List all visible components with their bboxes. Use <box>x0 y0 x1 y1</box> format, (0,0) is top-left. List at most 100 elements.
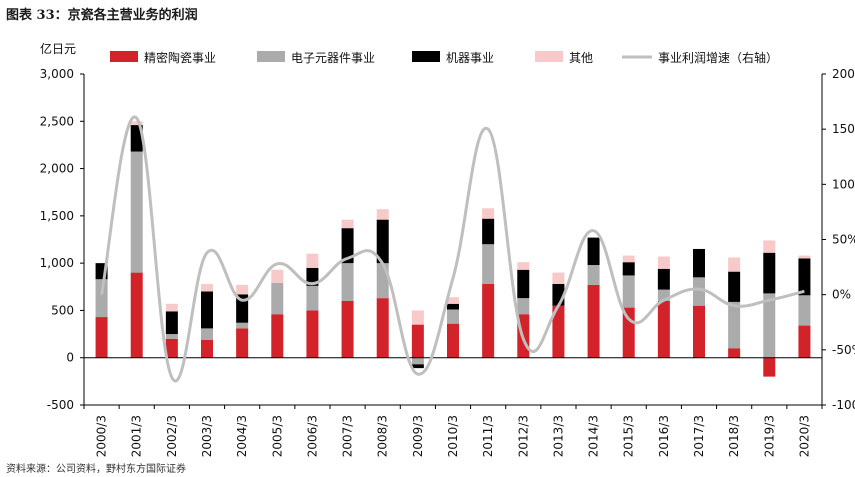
bar-ceramic <box>411 324 424 358</box>
bar-ceramic <box>552 305 565 358</box>
bar-other <box>657 256 670 269</box>
bar-ceramic <box>236 328 249 358</box>
x-axis-tick-label: 2008/3 <box>376 415 390 457</box>
bar-ceramic <box>341 300 354 358</box>
x-axis-tick-label: 2002/3 <box>165 415 179 457</box>
bar-electronic <box>622 275 635 308</box>
left-axis-tick-label: 3,000 <box>40 67 74 81</box>
bar-machine <box>587 237 600 266</box>
bar-other <box>447 297 459 304</box>
legend-label: 精密陶瓷事业 <box>144 50 216 65</box>
x-axis-tick-label: 2017/3 <box>692 415 706 457</box>
left-axis-tick-label: 2,500 <box>40 114 74 128</box>
bar-machine <box>657 268 670 290</box>
x-axis-tick-label: 2016/3 <box>657 415 671 457</box>
bar-machine <box>376 219 389 264</box>
growth-line <box>100 115 805 383</box>
bar-other <box>341 219 354 229</box>
left-axis-tick-label: -500 <box>47 398 74 412</box>
x-axis-tick-label: 2009/3 <box>411 415 425 457</box>
x-axis-tick-label: 2020/3 <box>797 415 811 457</box>
bar-machine <box>728 271 741 302</box>
x-axis-tick-label: 2001/3 <box>130 415 144 457</box>
bar-machine <box>130 125 143 152</box>
bar-ceramic <box>95 317 108 358</box>
bar-other <box>201 283 213 292</box>
bar-electronic <box>693 277 705 306</box>
bar-machine <box>798 258 811 296</box>
bar-electronic <box>517 298 530 315</box>
bar-electronic <box>798 295 811 326</box>
bar-machine <box>482 218 495 245</box>
left-axis-tick-label: 2,000 <box>40 162 74 176</box>
legend-label: 事业利润增速（右轴） <box>658 50 778 65</box>
left-axis-tick-label: 0 <box>66 351 74 365</box>
bar-electronic <box>306 285 319 311</box>
legend-swatch-machine <box>412 51 440 62</box>
x-axis-tick-label: 2011/3 <box>481 415 495 457</box>
bar-ceramic <box>728 348 741 358</box>
bar-machine <box>622 262 635 276</box>
bar-other <box>271 269 284 284</box>
bar-ceramic <box>201 339 213 358</box>
bar-ceramic <box>693 305 705 358</box>
bar-other <box>552 272 565 284</box>
bar-other <box>130 121 143 126</box>
right-axis-tick-label: 200% <box>832 67 855 81</box>
bar-electronic <box>411 357 424 365</box>
bar-other <box>482 208 495 219</box>
bar-electronic <box>341 263 354 301</box>
right-axis-tick-label: 150% <box>832 122 855 136</box>
bar-ceramic <box>657 300 670 358</box>
x-axis-tick-label: 2006/3 <box>305 415 319 457</box>
bar-electronic <box>165 334 178 339</box>
right-axis-tick-label: 0% <box>832 288 851 302</box>
bar-ceramic <box>271 314 284 358</box>
bar-machine <box>201 291 213 329</box>
bar-other <box>728 257 741 272</box>
bar-ceramic <box>763 357 776 377</box>
legend-swatch-electronic <box>257 51 285 62</box>
bar-ceramic <box>165 338 178 358</box>
x-axis-tick-label: 2019/3 <box>762 415 776 457</box>
bar-other <box>411 310 424 325</box>
figure-source: 资料来源：公司资料，野村东方国际证券 <box>6 464 186 475</box>
bar-electronic <box>728 301 741 349</box>
legend-label: 其他 <box>569 51 593 65</box>
bar-machine <box>693 248 705 278</box>
x-axis-tick-label: 2000/3 <box>95 415 109 457</box>
left-axis-tick-label: 500 <box>51 303 74 317</box>
x-axis-tick-label: 2003/3 <box>200 415 214 457</box>
bar-electronic <box>130 151 143 273</box>
legend-swatch-other <box>535 51 563 62</box>
bar-ceramic <box>587 284 600 358</box>
bar-ceramic <box>130 272 143 358</box>
bar-other <box>306 253 319 268</box>
bar-electronic <box>447 309 459 324</box>
legend-label: 电子元器件事业 <box>291 51 375 65</box>
bar-electronic <box>95 279 108 318</box>
bar-other <box>236 284 249 295</box>
x-axis-tick-label: 2014/3 <box>587 415 601 457</box>
x-axis-tick-label: 2007/3 <box>341 415 355 457</box>
bar-electronic <box>657 289 670 301</box>
bar-machine <box>517 269 530 299</box>
bar-other <box>165 303 178 312</box>
x-axis-tick-label: 2013/3 <box>551 415 565 457</box>
bar-machine <box>411 364 424 369</box>
bar-electronic <box>482 244 495 284</box>
legend-label: 机器事业 <box>446 51 494 65</box>
right-axis-tick-label: -100% <box>832 398 855 412</box>
bar-electronic <box>587 265 600 285</box>
bar-other <box>376 209 389 220</box>
x-axis-tick-label: 2012/3 <box>516 415 530 457</box>
x-axis-tick-label: 2015/3 <box>622 415 636 457</box>
figure-title: 图表 33：京瓷各主营业务的利润 <box>6 8 198 23</box>
bar-machine <box>763 252 776 294</box>
bar-electronic <box>376 263 389 299</box>
bar-electronic <box>236 322 249 329</box>
bar-machine <box>306 267 319 286</box>
bar-ceramic <box>306 310 319 358</box>
right-axis-tick-label: -50% <box>832 343 855 357</box>
x-axis-tick-label: 2005/3 <box>270 415 284 457</box>
